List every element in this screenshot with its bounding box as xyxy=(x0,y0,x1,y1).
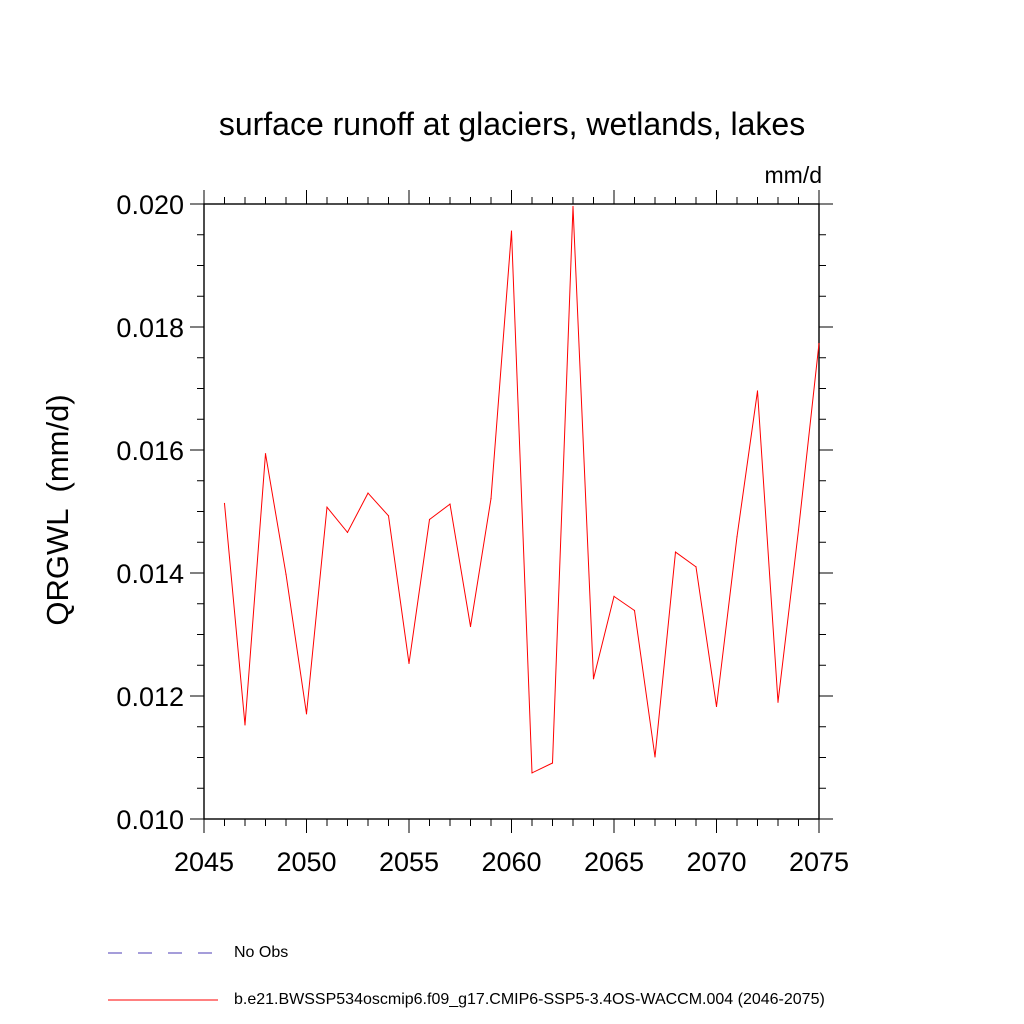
data-point xyxy=(551,762,554,764)
data-point xyxy=(469,625,472,628)
y-tick-label: 0.020 xyxy=(116,190,184,220)
x-tick-label: 2050 xyxy=(276,847,336,877)
tick-labels: 2045 2050 2055 2060 2065 2070 2075 0.010 0.012 0.… xyxy=(116,190,849,877)
series-layer xyxy=(223,205,820,774)
data-point xyxy=(387,515,390,517)
data-point xyxy=(633,609,636,612)
data-point xyxy=(797,529,800,531)
data-point xyxy=(490,497,492,500)
data-point xyxy=(408,662,410,665)
data-point xyxy=(449,503,451,505)
data-point xyxy=(531,772,533,774)
y-tick-label: 0.016 xyxy=(116,436,184,466)
units-label: mm/d xyxy=(764,162,823,188)
data-point xyxy=(818,343,820,345)
data-point xyxy=(305,713,308,715)
y-tick-label: 0.012 xyxy=(116,682,184,712)
series-line xyxy=(224,206,820,774)
data-point xyxy=(428,518,431,521)
legend-solid-line-icon xyxy=(108,999,218,1001)
legend-label-no-obs: No Obs xyxy=(234,944,289,961)
legend-dashed-line-icon xyxy=(108,952,218,954)
x-tick-label: 2070 xyxy=(686,847,746,877)
data-point xyxy=(367,492,369,494)
data-point xyxy=(715,705,718,708)
y-tick-label: 0.014 xyxy=(116,559,184,589)
y-tick-label: 0.010 xyxy=(116,805,184,835)
data-point xyxy=(674,551,677,553)
data-point xyxy=(346,531,349,534)
y-tick-label: 0.018 xyxy=(116,313,184,343)
x-tick-label: 2060 xyxy=(481,847,541,877)
x-tick-label: 2065 xyxy=(584,847,644,877)
x-tick-label: 2055 xyxy=(379,847,439,877)
data-point xyxy=(326,506,328,508)
data-point xyxy=(777,701,779,703)
data-point xyxy=(592,678,595,680)
data-point xyxy=(264,453,267,455)
data-point xyxy=(510,230,513,232)
data-point xyxy=(613,595,615,597)
data-point xyxy=(285,573,287,575)
axis-ticks xyxy=(190,190,833,833)
data-point xyxy=(756,390,759,392)
data-point xyxy=(223,502,226,505)
plot-frame xyxy=(203,203,820,820)
x-tick-label: 2075 xyxy=(789,847,849,877)
data-point xyxy=(654,756,656,758)
data-point xyxy=(572,205,574,208)
data-point xyxy=(736,536,738,538)
data-point xyxy=(695,566,697,568)
x-tick-label: 2045 xyxy=(174,847,234,877)
chart-title: surface runoff at glaciers, wetlands, la… xyxy=(218,106,806,142)
legend-label-model-run: b.e21.BWSSP534oscmip6.f09_g17.CMIP6-SSP5… xyxy=(234,991,825,1008)
data-point xyxy=(244,724,246,726)
